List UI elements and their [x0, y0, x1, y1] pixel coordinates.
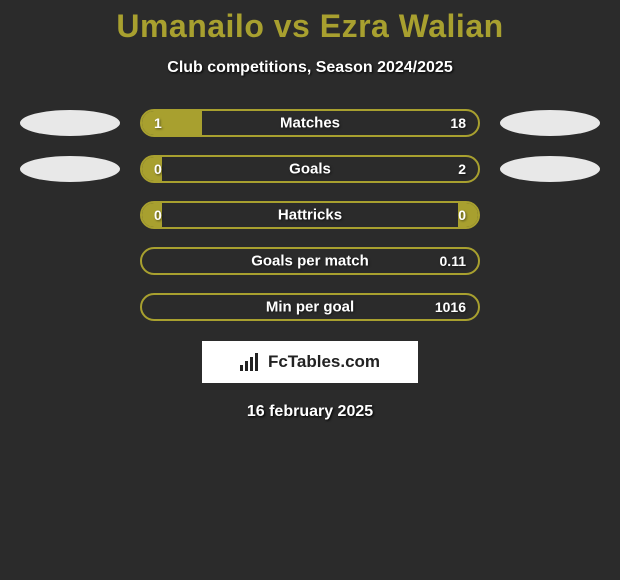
bar-right-fill: [458, 203, 478, 227]
avatar-right: [500, 156, 600, 182]
bar-left-fill: [142, 203, 162, 227]
bar-left-fill: [142, 111, 202, 135]
stat-row: Goals per match 0.11: [0, 247, 620, 275]
stat-right-value: 1016: [435, 299, 466, 315]
stat-label: Min per goal: [142, 299, 478, 316]
date-text: 16 february 2025: [0, 403, 620, 421]
subtitle: Club competitions, Season 2024/2025: [0, 59, 620, 77]
comparison-rows: 1 Matches 18 0 Goals 2 0 Hattricks 0: [0, 109, 620, 321]
stat-right-value: 2: [458, 161, 466, 177]
page-title: Umanailo vs Ezra Walian: [0, 0, 620, 45]
avatar-left: [20, 156, 120, 182]
logo-text: FcTables.com: [268, 352, 380, 372]
stat-bar: Min per goal 1016: [140, 293, 480, 321]
stat-row: Min per goal 1016: [0, 293, 620, 321]
stat-bar: 1 Matches 18: [140, 109, 480, 137]
bar-left-fill: [142, 157, 162, 181]
stat-label: Goals: [142, 161, 478, 178]
stat-bar: 0 Hattricks 0: [140, 201, 480, 229]
avatar-right: [500, 110, 600, 136]
stat-bar: 0 Goals 2: [140, 155, 480, 183]
chart-icon: [240, 353, 262, 371]
stat-row: 0 Hattricks 0: [0, 201, 620, 229]
fctables-logo: FcTables.com: [202, 341, 418, 383]
stat-bar: Goals per match 0.11: [140, 247, 480, 275]
stat-label: Hattricks: [142, 207, 478, 224]
stat-label: Goals per match: [142, 253, 478, 270]
avatar-left: [20, 110, 120, 136]
stat-row: 0 Goals 2: [0, 155, 620, 183]
stat-row: 1 Matches 18: [0, 109, 620, 137]
stat-right-value: 18: [450, 115, 466, 131]
stat-right-value: 0.11: [440, 253, 466, 269]
